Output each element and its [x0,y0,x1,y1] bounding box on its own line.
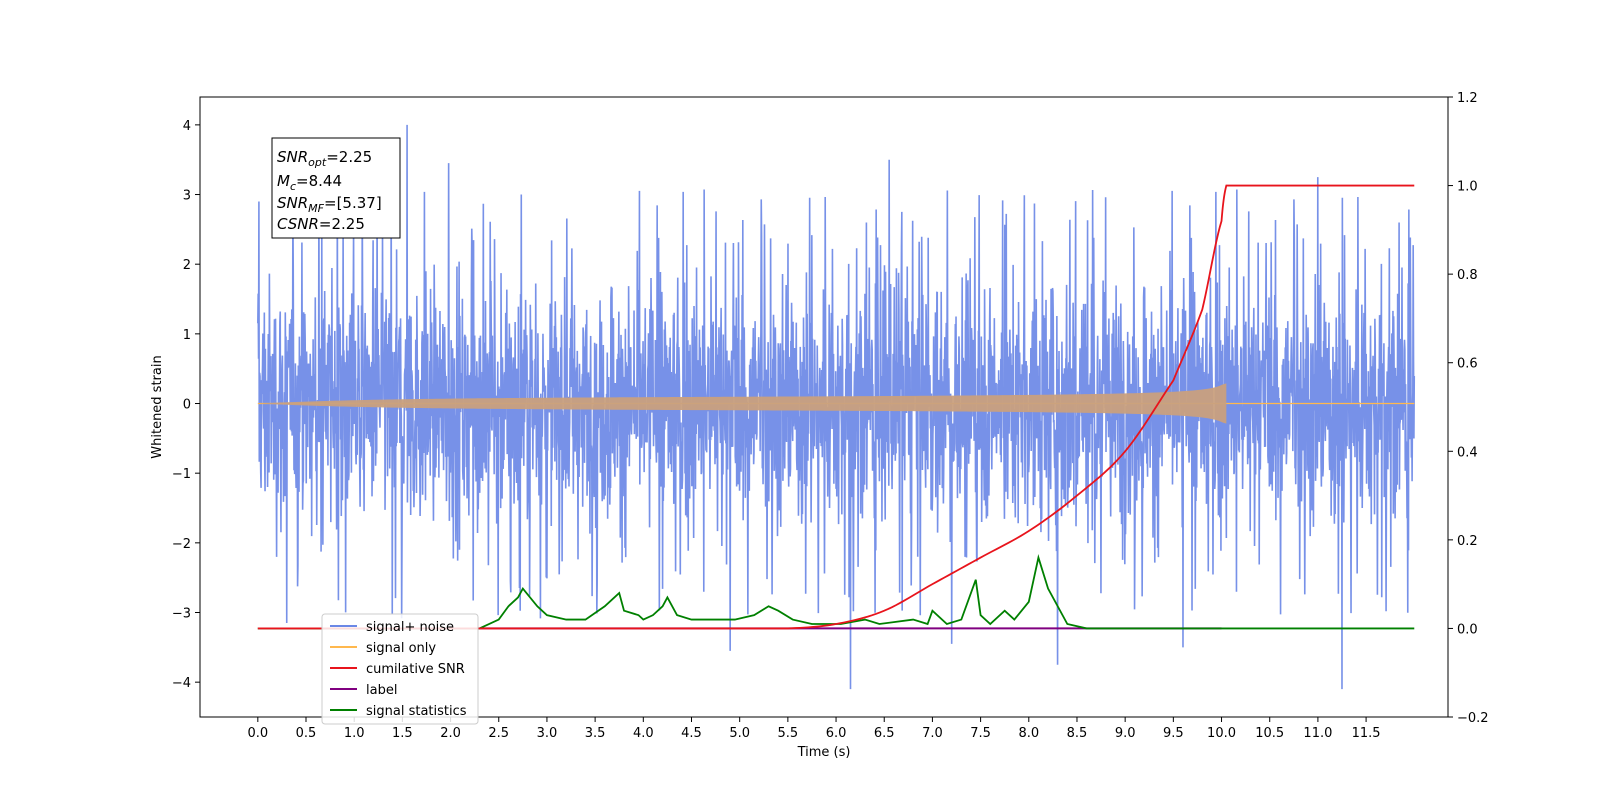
y-right-tick-label: −0.2 [1457,711,1489,726]
annotation-box: SNRopt=2.25 Mc=8.44 SNRMF=[5.37] CSNR=2.… [271,137,401,239]
x-tick-label: 7.5 [970,726,991,741]
x-tick-label: 3.5 [585,726,606,741]
y-axis-right: −0.2 0.0 0.2 0.4 0.6 0.8 1.0 1.2 [1448,91,1489,726]
x-axis-label: Time (s) [797,745,851,760]
x-tick-label: 2.5 [488,726,509,741]
x-tick-label: 11.5 [1352,726,1381,741]
x-tick-label: 2.0 [440,726,461,741]
x-tick-label: 11.0 [1303,726,1332,741]
legend-label: signal+ noise [366,620,454,635]
y-left-tick-label: −3 [172,607,191,622]
x-tick-label: 4.5 [681,726,702,741]
cumulative-snr-series [257,184,1415,630]
annotation-mc: Mc=8.44 [277,172,342,193]
legend-label: cumilative SNR [366,662,465,677]
y-axis-left: −4 −3 −2 −1 0 1 2 3 4 [172,119,200,691]
y-right-tick-label: 0.4 [1457,445,1478,460]
y-left-tick-label: −2 [172,537,191,552]
signal-only-chirp [257,379,1227,428]
x-tick-label: 9.0 [1115,726,1136,741]
y-left-tick-label: 3 [183,189,191,204]
y-left-tick-label: 1 [183,328,191,343]
legend-item-cumulative-snr: cumilative SNR [330,662,465,677]
x-tick-label: 7.0 [922,726,943,741]
y-right-tick-label: 1.2 [1457,91,1478,106]
y-right-tick-label: 0.0 [1457,622,1478,637]
x-tick-label: 5.0 [729,726,750,741]
plot-frame [199,96,1449,718]
x-tick-label: 3.0 [537,726,558,741]
legend-item-signal-noise: signal+ noise [330,620,454,635]
y-left-tick-label: −1 [172,467,191,482]
x-tick-label: 0.0 [247,726,268,741]
x-tick-label: 1.5 [392,726,413,741]
legend-label: signal only [366,641,436,656]
y-left-tick-label: 0 [183,398,191,413]
y-left-tick-label: 2 [183,258,191,273]
plot-area [257,124,1416,690]
legend-frame [321,613,479,725]
x-tick-label: 0.5 [296,726,317,741]
x-tick-label: 8.5 [1067,726,1088,741]
legend-label: signal statistics [366,704,467,719]
y-right-tick-label: 0.8 [1457,268,1478,283]
y-right-tick-label: 1.0 [1457,180,1478,195]
y-right-tick-label: 0.2 [1457,534,1478,549]
y-left-tick-label: 4 [183,119,191,134]
x-tick-label: 8.0 [1018,726,1039,741]
x-axis: 0.0 0.5 1.0 1.5 2.0 2.5 3.0 3.5 4.0 4.5 5.0 5.5 6.0 6… [247,717,1381,741]
x-tick-label: 6.5 [874,726,895,741]
y-axis-label: Whitened strain [150,355,165,458]
x-tick-label: 6.0 [826,726,847,741]
legend-label: label [366,683,397,698]
x-tick-label: 10.0 [1207,726,1236,741]
legend-item-signal-only: signal only [330,641,436,656]
signal-statistics-line [257,554,1415,630]
y-right-tick-label: 0.6 [1457,357,1478,372]
x-tick-label: 1.0 [344,726,365,741]
legend-item-label: label [330,683,397,698]
x-tick-label: 10.5 [1255,726,1284,741]
annotation-snr-mf: SNRMF=[5.37] [277,194,382,215]
legend: signal+ noise signal only cumilative SNR… [321,613,479,725]
x-tick-label: 4.0 [633,726,654,741]
legend-item-signal-statistics: signal statistics [330,704,467,719]
y-left-tick-label: −4 [172,676,191,691]
x-tick-label: 5.5 [778,726,799,741]
annotation-snr-opt: SNRopt=2.25 [277,148,372,169]
cumulative-snr-line [257,184,1415,630]
signal-statistics-series [257,554,1415,630]
x-tick-label: 9.5 [1163,726,1184,741]
signal-only-series [257,379,1415,428]
annotation-csnr: CSNR=2.25 [277,215,365,233]
